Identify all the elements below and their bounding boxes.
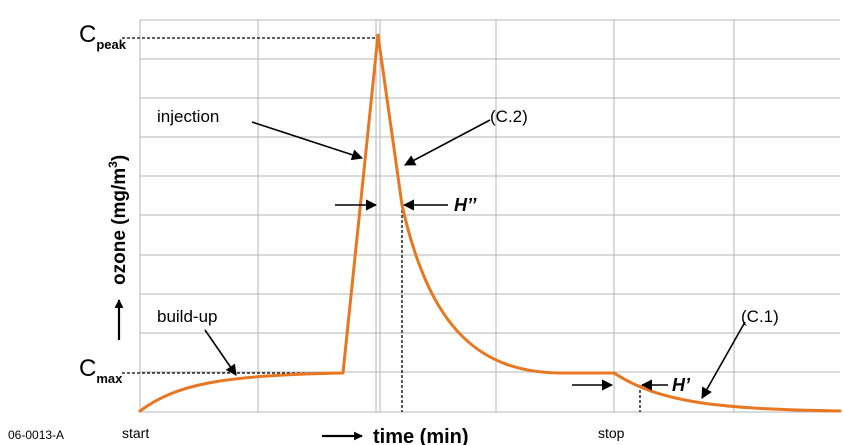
grid bbox=[139, 19, 840, 413]
h-prime-label: H’ bbox=[672, 375, 691, 395]
axis-arrows bbox=[114, 299, 363, 441]
build-up-arrow bbox=[204, 329, 237, 376]
y-axis-label: ozone (mg/m3) bbox=[106, 155, 130, 285]
h-double-prime-label: H’’ bbox=[454, 195, 477, 215]
stop-label: stop bbox=[598, 425, 625, 441]
build-up-label: build-up bbox=[157, 307, 218, 326]
x-axis-label: time (min) bbox=[373, 426, 469, 445]
start-label: start bbox=[122, 425, 149, 441]
c1-label: (C.1) bbox=[741, 307, 779, 326]
c-peak-label: Cpeak bbox=[79, 21, 127, 52]
c1-arrow bbox=[701, 321, 746, 399]
c2-label: (C.2) bbox=[490, 107, 528, 126]
ozone-curve bbox=[138, 33, 842, 413]
c-max-label: Cmax bbox=[79, 355, 123, 386]
injection-arrow bbox=[251, 121, 364, 161]
dashed-guides bbox=[122, 37, 641, 412]
figure-id: 06-0013-A bbox=[8, 428, 64, 442]
annotation-arrows bbox=[204, 119, 746, 399]
c2-arrow bbox=[404, 119, 491, 166]
injection-label: injection bbox=[157, 107, 219, 126]
